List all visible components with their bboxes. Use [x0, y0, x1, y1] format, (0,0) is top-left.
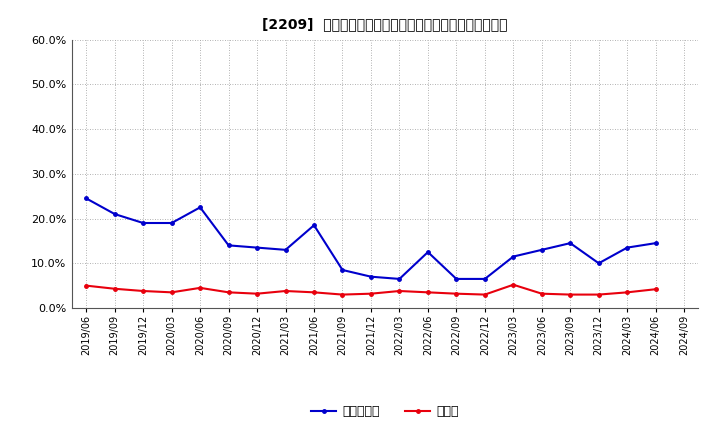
現頲金	[595, 292, 603, 297]
有利子負債	[253, 245, 261, 250]
有利子負債	[566, 241, 575, 246]
有利子負債	[310, 223, 318, 228]
現頲金	[366, 291, 375, 296]
Line: 現頲金: 現頲金	[84, 283, 657, 296]
有利子負債	[595, 260, 603, 266]
有利子負債	[537, 247, 546, 253]
有利子負債	[82, 196, 91, 201]
現頲金	[395, 288, 404, 293]
Legend: 有利子負債, 現頲金: 有利子負債, 現頲金	[307, 400, 464, 423]
有利子負債	[139, 220, 148, 226]
現頲金	[480, 292, 489, 297]
有利子負債	[652, 241, 660, 246]
現頲金	[423, 290, 432, 295]
有利子負債	[623, 245, 631, 250]
現頲金	[452, 291, 461, 296]
有利子負債	[423, 249, 432, 255]
有利子負債	[509, 254, 518, 259]
現頲金	[566, 292, 575, 297]
有利子負債	[366, 274, 375, 279]
現頲金	[282, 288, 290, 293]
有利子負債	[338, 268, 347, 273]
Line: 有利子負債: 有利子負債	[84, 197, 657, 281]
現頲金	[509, 282, 518, 287]
現頲金	[225, 290, 233, 295]
有利子負債	[196, 205, 204, 210]
現頲金	[253, 291, 261, 296]
現頲金	[139, 288, 148, 293]
有利子負債	[167, 220, 176, 226]
有利子負債	[282, 247, 290, 253]
有利子負債	[480, 276, 489, 282]
現頲金	[310, 290, 318, 295]
現頲金	[82, 283, 91, 288]
現頲金	[167, 290, 176, 295]
現頲金	[110, 286, 119, 291]
現頲金	[652, 286, 660, 292]
有利子負債	[110, 211, 119, 216]
現頲金	[623, 290, 631, 295]
現頲金	[338, 292, 347, 297]
現頲金	[196, 285, 204, 290]
現頲金	[537, 291, 546, 296]
有利子負債	[395, 276, 404, 282]
有利子負債	[225, 243, 233, 248]
有利子負債	[452, 276, 461, 282]
Title: [2209]  現頲金、有利子負債の総資産に対する比率の推移: [2209] 現頲金、有利子負債の総資産に対する比率の推移	[263, 18, 508, 32]
